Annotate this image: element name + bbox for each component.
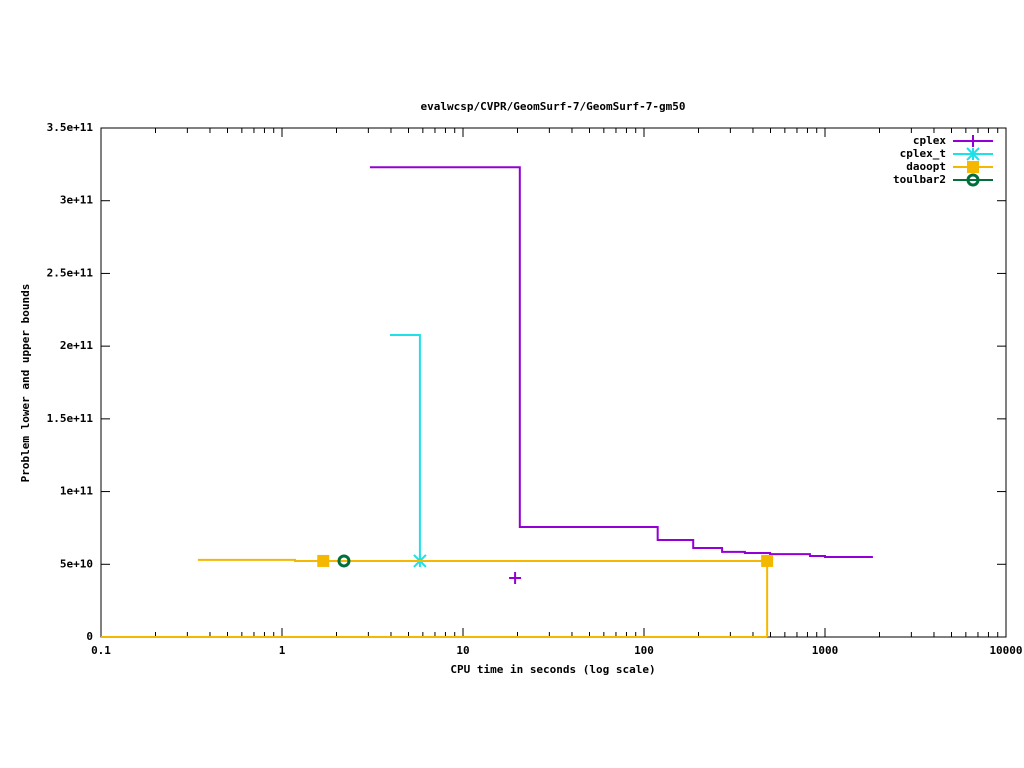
- x-tick-label: 1000: [812, 644, 839, 657]
- marker: [317, 554, 330, 567]
- y-tick-label: 2.5e+11: [47, 266, 94, 279]
- y-tick-label: 3e+11: [60, 194, 93, 207]
- chart-title: evalwcsp/CVPR/GeomSurf-7/GeomSurf-7-gm50: [421, 100, 686, 113]
- y-tick-label: 1.5e+11: [47, 412, 94, 425]
- marker: [509, 571, 522, 584]
- marker: [967, 135, 979, 147]
- x-tick-label: 10000: [989, 644, 1022, 657]
- y-tick-label: 0: [86, 630, 93, 643]
- y-tick-label: 1e+11: [60, 485, 93, 498]
- legend-label: toulbar2: [893, 173, 946, 186]
- y-tick-label: 5e+10: [60, 557, 93, 570]
- x-tick-label: 10: [456, 644, 469, 657]
- series-line: [389, 333, 421, 561]
- series-line: [197, 558, 769, 637]
- marker: [967, 161, 979, 173]
- y-axis-label: Problem lower and upper bounds: [19, 284, 32, 483]
- legend-label: cplex: [913, 134, 946, 147]
- y-tick-label: 2e+11: [60, 339, 93, 352]
- x-tick-label: 100: [634, 644, 654, 657]
- y-tick-label: 3.5e+11: [47, 121, 94, 134]
- x-tick-label: 1: [279, 644, 286, 657]
- marker: [966, 173, 980, 187]
- legend-label: cplex_t: [900, 147, 946, 160]
- x-axis-label: CPU time in seconds (log scale): [450, 663, 655, 676]
- series-line: [369, 166, 873, 559]
- legend-label: daoopt: [906, 160, 946, 173]
- marker: [337, 554, 351, 568]
- marker: [966, 147, 980, 161]
- x-tick-label: 0.1: [91, 644, 111, 657]
- marker: [761, 554, 774, 567]
